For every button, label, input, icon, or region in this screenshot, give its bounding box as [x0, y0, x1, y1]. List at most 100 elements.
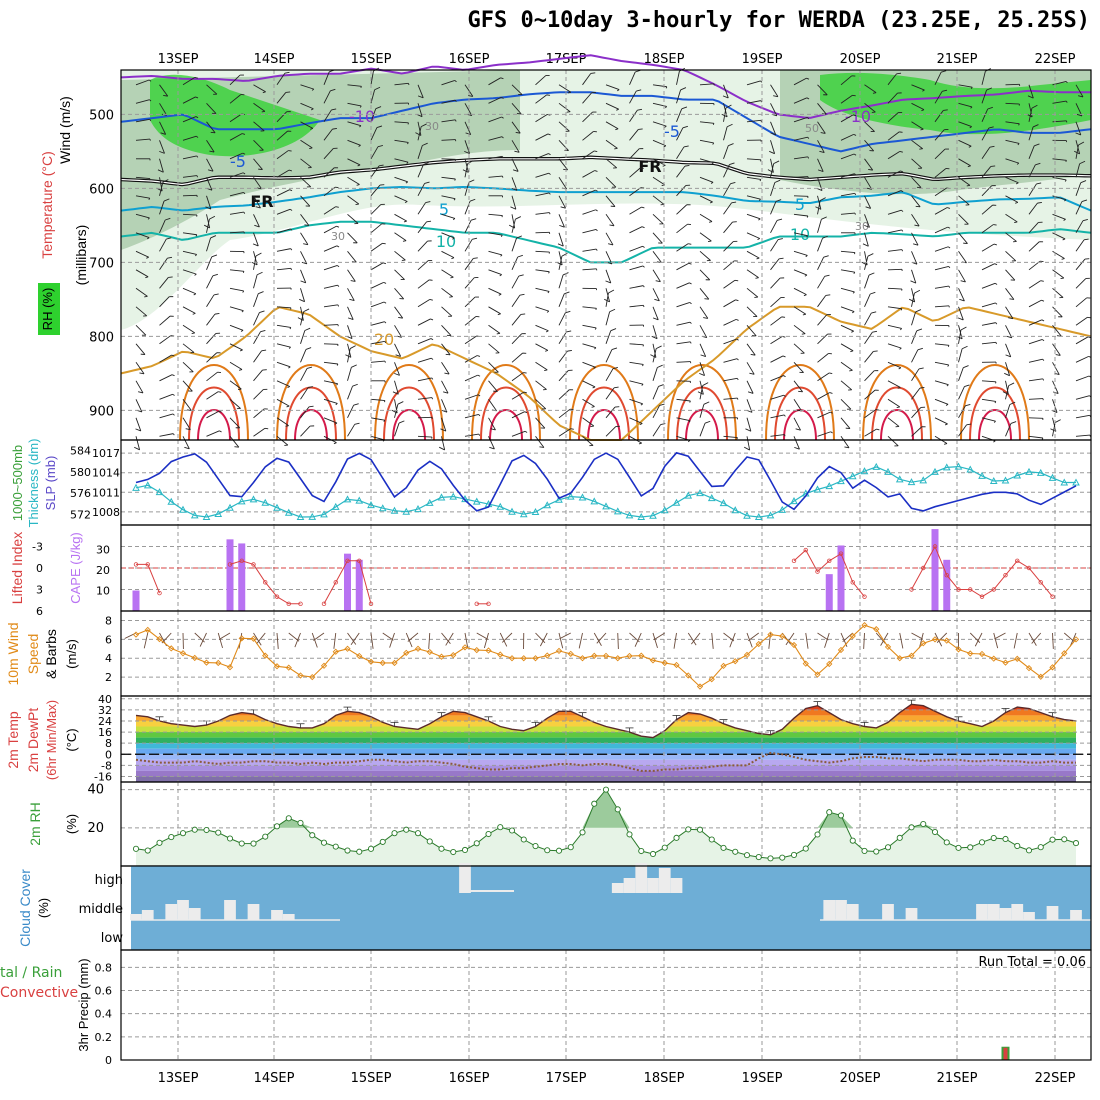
wind-barb	[535, 380, 547, 390]
wind-barb	[676, 204, 688, 215]
wind-barb-tick	[965, 404, 971, 407]
wind-barb	[1028, 145, 1035, 159]
wind-barb-tick	[1009, 298, 1014, 300]
wind10-barb	[464, 632, 469, 649]
wind-barb	[817, 257, 825, 270]
wind-barb-tick	[921, 109, 925, 112]
cloud-middle-bar	[987, 904, 1000, 920]
wind10-barb	[499, 632, 508, 647]
wind10-point	[790, 641, 798, 649]
wind-barb-tick	[353, 403, 359, 406]
wind-barb	[229, 231, 244, 234]
thickness-point	[754, 512, 763, 521]
li-point	[157, 590, 162, 596]
thickness-point	[132, 483, 140, 491]
temp-band	[136, 770, 1076, 777]
wind-barb	[934, 129, 945, 141]
wind-barb-tick	[615, 128, 619, 131]
wind-barb	[911, 426, 923, 437]
wind-barb	[1052, 306, 1063, 318]
wind-barb	[276, 130, 288, 141]
wind-barb	[652, 343, 657, 358]
wind10-point	[508, 655, 516, 662]
wind-barb-tick	[961, 345, 968, 350]
wind-barb	[629, 90, 637, 104]
wind-barb-tick	[237, 388, 242, 391]
wind-barb	[746, 306, 758, 317]
wind-barb	[511, 333, 523, 345]
rh-point	[544, 847, 551, 854]
wind-barb-tick	[641, 226, 645, 229]
wind-barb-tick	[916, 328, 923, 332]
li-point	[263, 580, 268, 585]
wind10-barb	[711, 632, 714, 649]
wind-barb	[182, 361, 194, 373]
wind-barb	[323, 304, 338, 308]
wind-barb	[159, 177, 163, 192]
wind-barb	[229, 306, 244, 312]
wind-barb-tick	[1055, 354, 1061, 356]
wind-barb-tick	[590, 72, 596, 74]
rh-label-2: (%)	[64, 814, 79, 834]
wind-barb-tick	[703, 317, 708, 319]
wind-barb-tick	[1078, 95, 1084, 98]
wind10-label-2: Speed	[25, 634, 41, 674]
wind-barb-tick	[595, 229, 598, 232]
wind-barb-tick	[1018, 123, 1020, 126]
wind-barb-tick	[959, 298, 965, 302]
wind-barb	[182, 417, 191, 430]
wind-barb-tick	[914, 224, 920, 227]
wind-barb-tick	[806, 97, 810, 100]
wind10-point	[1014, 655, 1021, 662]
wind-barb-tick	[868, 272, 875, 276]
wind-barb-tick	[462, 169, 469, 173]
wind-barb	[629, 71, 636, 85]
wind-barb-tick	[515, 216, 522, 220]
wind-barb	[441, 195, 456, 200]
wind-barb	[864, 140, 875, 152]
wind-barb-tick	[441, 409, 448, 413]
wind-barb	[981, 302, 996, 308]
wind-barb-tick	[704, 420, 711, 424]
wind-barb	[652, 84, 667, 88]
wind-barb	[347, 306, 354, 320]
wind-barb-tick	[1005, 354, 1011, 358]
wind-barb-tick	[819, 197, 826, 201]
wind-barb	[535, 361, 548, 371]
wind-barb-tick	[384, 341, 387, 344]
wind-barb	[629, 417, 643, 424]
wind-barb-tick	[564, 291, 570, 295]
slp-tick-label: 1017	[92, 447, 120, 460]
wind-barb	[840, 75, 853, 86]
wind-barb	[347, 251, 357, 263]
thickness-point	[613, 507, 622, 515]
wind-barb	[629, 129, 639, 141]
wind10-barb	[370, 632, 374, 649]
wind10-barb	[673, 632, 677, 649]
thickness-point	[343, 495, 352, 503]
wind-barb-tick	[594, 170, 598, 172]
wind-barb	[676, 71, 680, 85]
wind-barb-tick	[783, 434, 786, 437]
wind-barb-tick	[655, 280, 661, 283]
wind-barb-tick	[702, 382, 709, 386]
wind-barb-tick	[430, 338, 434, 341]
thickness-point	[566, 492, 575, 500]
wind-barb	[911, 368, 920, 382]
wind-barb	[793, 117, 808, 123]
wind-barb	[864, 195, 872, 209]
wind-barb-tick	[823, 255, 829, 258]
wind10-point	[579, 655, 586, 662]
wind-barb-tick	[147, 217, 150, 220]
wind-barb-tick	[450, 276, 454, 279]
cape-bar	[943, 559, 951, 611]
wind-barb	[229, 211, 244, 215]
li-point	[274, 594, 280, 599]
rh-point	[1037, 844, 1044, 851]
rh-point	[884, 844, 892, 851]
wind-barb-tick	[681, 106, 688, 110]
wind-barb	[159, 140, 165, 154]
pressure-tick-label: 800	[89, 330, 114, 345]
wind10-barb	[747, 632, 760, 642]
wind-barb	[605, 387, 615, 400]
